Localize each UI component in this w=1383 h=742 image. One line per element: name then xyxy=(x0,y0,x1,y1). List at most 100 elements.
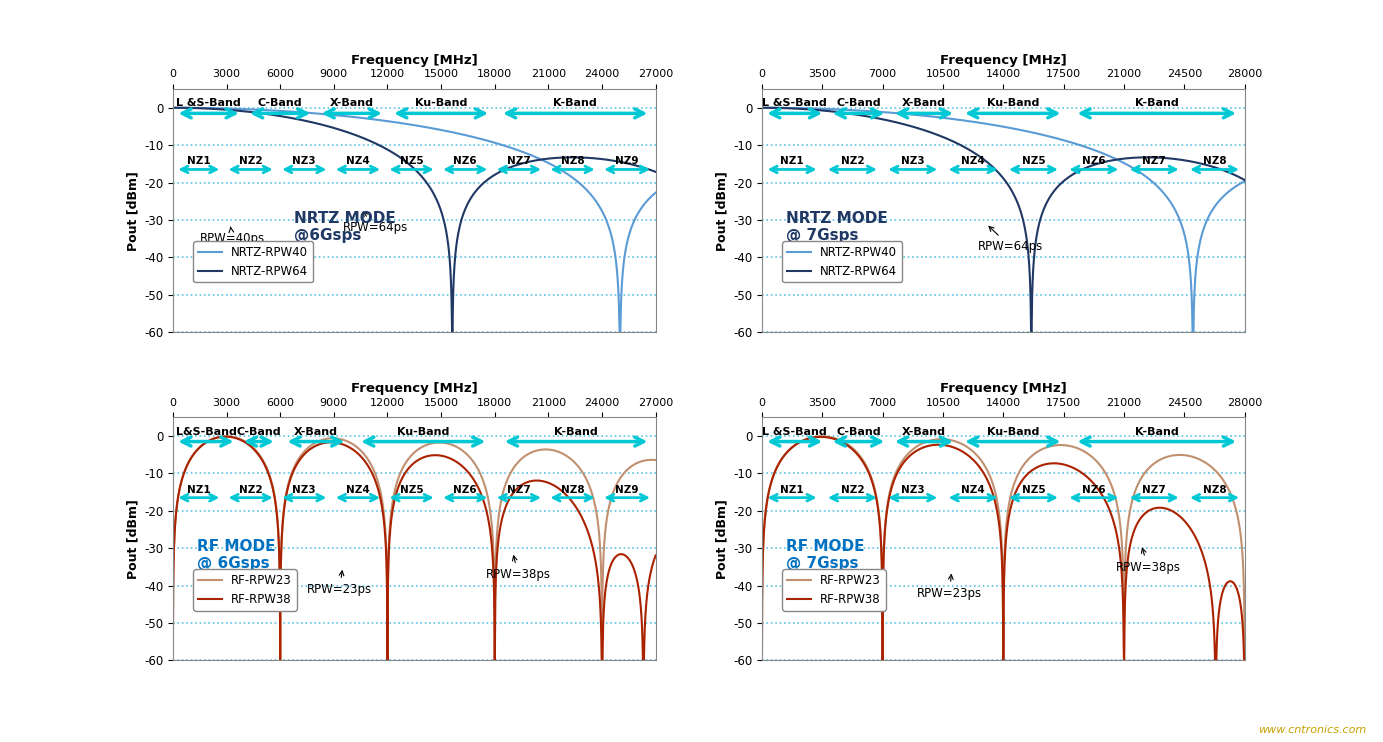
Text: NZ8: NZ8 xyxy=(560,157,585,166)
NRTZ-RPW64 xyxy=(285,114,301,122)
NRTZ-RPW40 xyxy=(456,131,473,139)
Text: RPW=38ps: RPW=38ps xyxy=(1115,548,1180,574)
Text: NZ8: NZ8 xyxy=(1203,157,1227,166)
Text: NZ4: NZ4 xyxy=(346,157,369,166)
Text: NZ6: NZ6 xyxy=(454,157,477,166)
RF-RPW23 xyxy=(285,464,301,473)
Text: NZ2: NZ2 xyxy=(841,485,864,495)
X-axis label: Frequency [MHz]: Frequency [MHz] xyxy=(351,382,477,395)
RF-RPW38 xyxy=(615,551,632,559)
NRTZ-RPW40 xyxy=(1046,133,1062,142)
RF-RPW23 xyxy=(1205,464,1221,473)
NRTZ-RPW64 xyxy=(1023,333,1040,342)
RF-RPW23 xyxy=(754,662,770,671)
NRTZ-RPW64 xyxy=(1064,171,1080,180)
Line: RF-RPW23: RF-RPW23 xyxy=(173,436,656,666)
RF-RPW23 xyxy=(813,432,830,441)
RF-RPW23 xyxy=(1046,441,1062,450)
Text: RPW=23ps: RPW=23ps xyxy=(917,574,982,600)
Line: RF-RPW38: RF-RPW38 xyxy=(173,436,656,666)
Text: L &S-Band: L &S-Band xyxy=(762,427,827,437)
Text: X-Band: X-Band xyxy=(902,99,946,108)
NRTZ-RPW40 xyxy=(285,108,301,116)
Text: NZ5: NZ5 xyxy=(400,485,423,495)
Text: NZ4: NZ4 xyxy=(346,485,369,495)
RF-RPW38 xyxy=(165,662,181,671)
Text: K-Band: K-Band xyxy=(553,99,597,108)
RF-RPW38 xyxy=(393,476,409,485)
NRTZ-RPW64 xyxy=(165,103,181,112)
NRTZ-RPW40 xyxy=(165,103,181,112)
RF-RPW38 xyxy=(474,494,491,503)
Text: NZ7: NZ7 xyxy=(508,485,531,495)
NRTZ-RPW64 xyxy=(982,160,999,169)
Text: RPW=64ps: RPW=64ps xyxy=(978,226,1043,253)
Text: NRTZ MODE
@ 7Gsps: NRTZ MODE @ 7Gsps xyxy=(786,211,888,243)
Legend: RF-RPW23, RF-RPW38: RF-RPW23, RF-RPW38 xyxy=(194,569,296,611)
Text: Ku-Band: Ku-Band xyxy=(986,99,1039,108)
Text: NZ5: NZ5 xyxy=(1022,485,1046,495)
X-axis label: Frequency [MHz]: Frequency [MHz] xyxy=(351,53,477,67)
Text: K-Band: K-Band xyxy=(1135,427,1178,437)
NRTZ-RPW40 xyxy=(474,135,491,144)
Text: RPW=64ps: RPW=64ps xyxy=(343,212,408,234)
Text: L&S-Band: L&S-Band xyxy=(176,427,236,437)
RF-RPW38 xyxy=(874,588,891,597)
Text: NZ2: NZ2 xyxy=(239,157,263,166)
Text: RPW=40ps: RPW=40ps xyxy=(199,227,264,246)
X-axis label: Frequency [MHz]: Frequency [MHz] xyxy=(940,53,1066,67)
RF-RPW23 xyxy=(474,476,491,485)
Text: NZ7: NZ7 xyxy=(1142,485,1166,495)
Text: C-Band: C-Band xyxy=(837,99,881,108)
RF-RPW23 xyxy=(982,473,999,482)
Text: C-Band: C-Band xyxy=(257,99,303,108)
Text: www.cntronics.com: www.cntronics.com xyxy=(1259,725,1366,735)
Line: NRTZ-RPW64: NRTZ-RPW64 xyxy=(173,108,656,338)
NRTZ-RPW64 xyxy=(754,103,770,112)
RF-RPW23 xyxy=(393,467,409,476)
NRTZ-RPW40 xyxy=(1236,177,1253,186)
NRTZ-RPW40 xyxy=(1099,151,1116,160)
Text: RPW=23ps: RPW=23ps xyxy=(307,571,372,596)
Text: RF MODE
@ 6Gsps: RF MODE @ 6Gsps xyxy=(196,539,275,571)
Text: NZ1: NZ1 xyxy=(187,157,210,166)
NRTZ-RPW40 xyxy=(510,146,527,155)
Text: NZ5: NZ5 xyxy=(1022,157,1046,166)
Text: C-Band: C-Band xyxy=(236,427,281,437)
Y-axis label: Pout [dBm]: Pout [dBm] xyxy=(716,171,729,251)
X-axis label: Frequency [MHz]: Frequency [MHz] xyxy=(940,382,1066,395)
NRTZ-RPW40 xyxy=(647,188,664,197)
Text: Ku-Band: Ku-Band xyxy=(415,99,467,108)
RF-RPW38 xyxy=(1205,614,1221,623)
Text: NZ9: NZ9 xyxy=(615,485,639,495)
Text: NZ3: NZ3 xyxy=(292,157,317,166)
NRTZ-RPW64 xyxy=(874,115,891,124)
NRTZ-RPW64 xyxy=(474,180,491,188)
Legend: NRTZ-RPW40, NRTZ-RPW64: NRTZ-RPW40, NRTZ-RPW64 xyxy=(783,241,902,283)
Text: RPW=40ps: RPW=40ps xyxy=(797,253,862,272)
Text: NZ4: NZ4 xyxy=(961,157,985,166)
Line: NRTZ-RPW40: NRTZ-RPW40 xyxy=(762,108,1245,338)
NRTZ-RPW64 xyxy=(615,158,632,167)
NRTZ-RPW64 xyxy=(1236,176,1253,185)
NRTZ-RPW40 xyxy=(754,103,770,112)
NRTZ-RPW40 xyxy=(874,108,891,116)
Text: X-Band: X-Band xyxy=(329,99,373,108)
Text: NZ2: NZ2 xyxy=(841,157,864,166)
RF-RPW38 xyxy=(1236,662,1253,671)
Text: NZ6: NZ6 xyxy=(1082,485,1105,495)
RF-RPW23 xyxy=(874,585,891,594)
Line: NRTZ-RPW40: NRTZ-RPW40 xyxy=(173,108,656,338)
NRTZ-RPW40 xyxy=(1064,138,1080,147)
Text: NZ6: NZ6 xyxy=(454,485,477,495)
Text: NZ1: NZ1 xyxy=(187,485,210,495)
RF-RPW38 xyxy=(647,551,664,560)
RF-RPW23 xyxy=(510,457,527,466)
Text: NZ3: NZ3 xyxy=(292,485,317,495)
RF-RPW23 xyxy=(219,432,235,441)
RF-RPW38 xyxy=(813,433,830,441)
RF-RPW38 xyxy=(982,482,999,491)
Text: NZ2: NZ2 xyxy=(239,485,263,495)
Text: NZ6: NZ6 xyxy=(1082,157,1105,166)
Line: RF-RPW38: RF-RPW38 xyxy=(762,437,1245,666)
